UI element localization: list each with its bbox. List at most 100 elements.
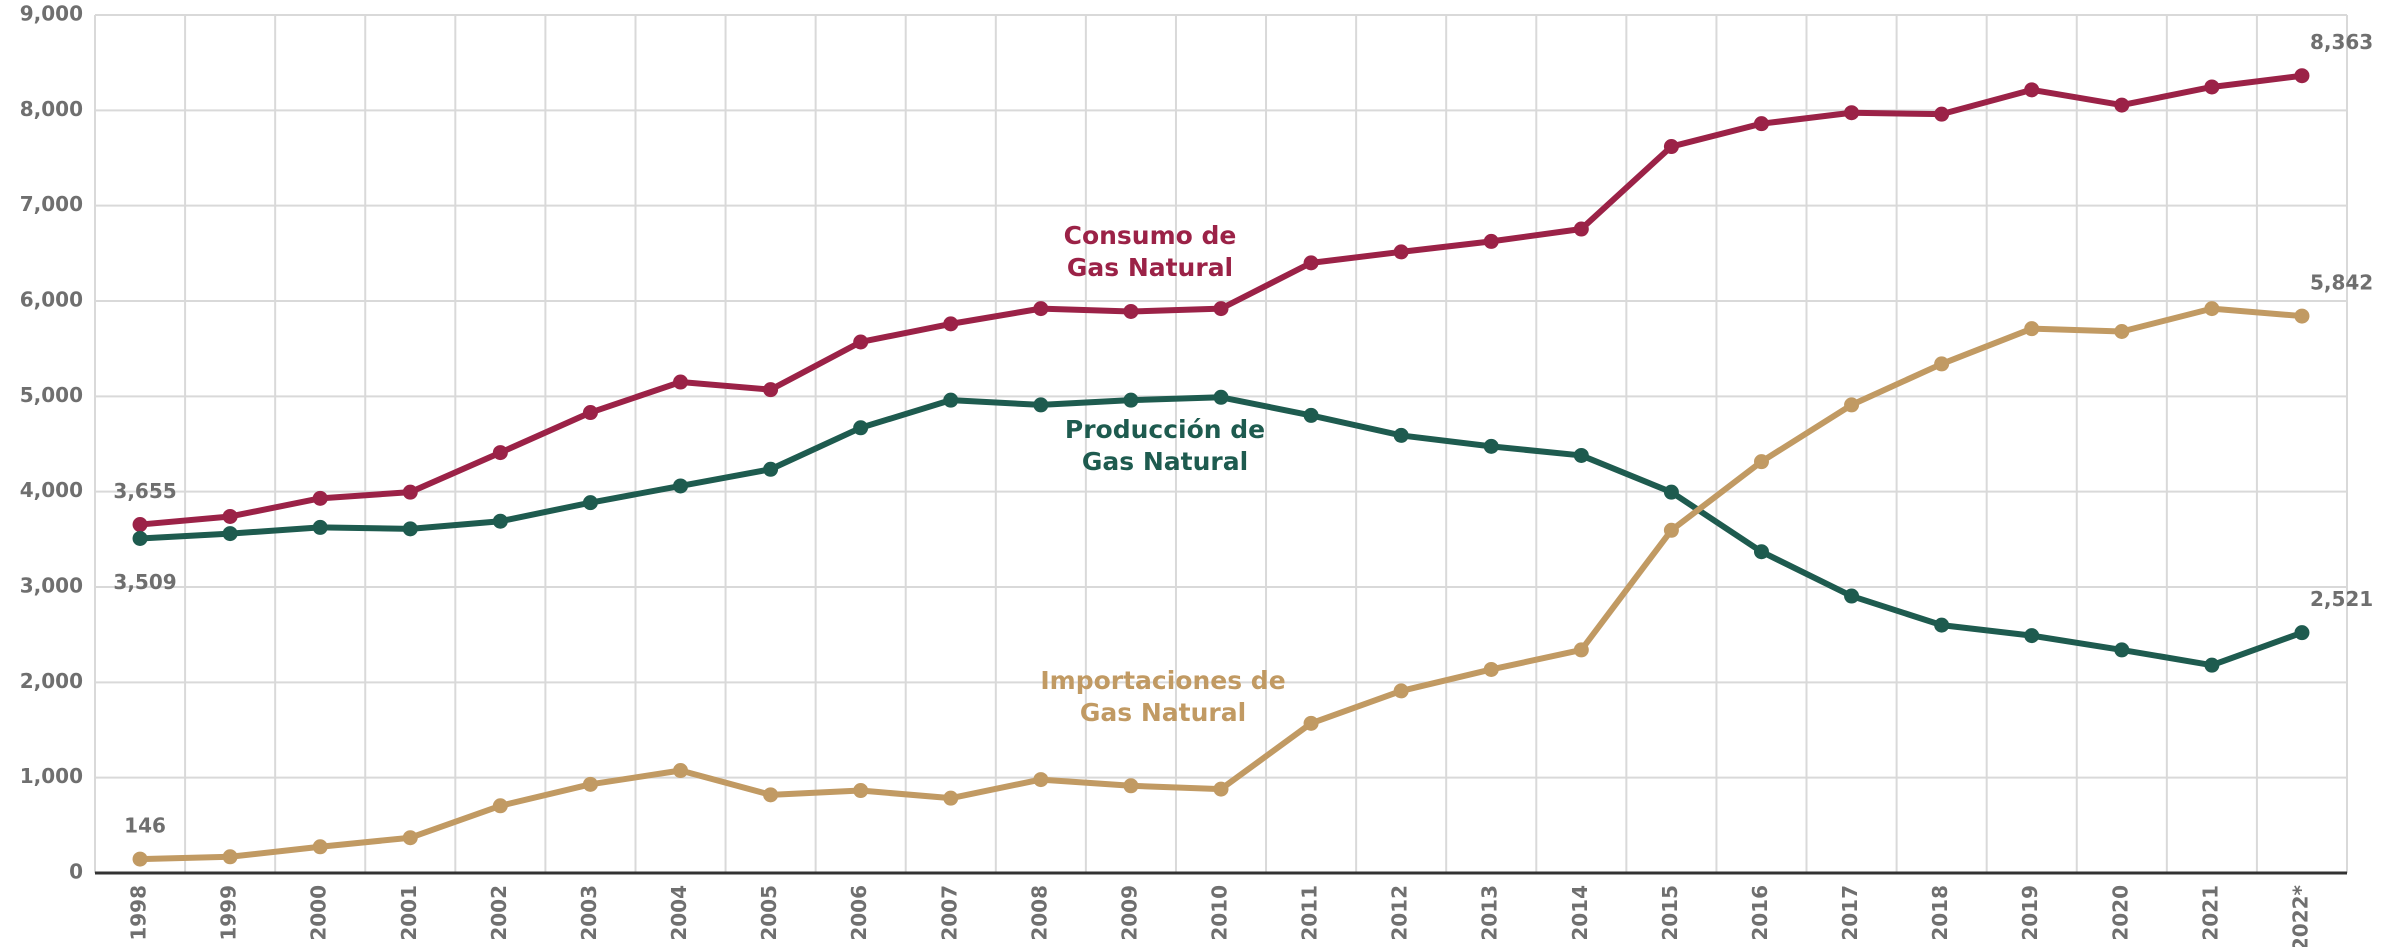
data-point: [853, 334, 868, 349]
data-point: [223, 509, 238, 524]
data-point: [763, 382, 778, 397]
y-tick-label: 6,000: [20, 288, 83, 312]
data-point: [1754, 454, 1769, 469]
y-tick-label: 9,000: [20, 2, 83, 26]
data-point: [2294, 68, 2309, 83]
data-point: [1394, 683, 1409, 698]
data-point: [1934, 618, 1949, 633]
data-point: [943, 316, 958, 331]
data-point: [403, 521, 418, 536]
data-point: [1033, 301, 1048, 316]
x-tick-label: 2002: [487, 885, 511, 941]
y-tick-label: 7,000: [20, 192, 83, 216]
y-tick-label: 2,000: [20, 669, 83, 693]
x-tick-label: 2007: [937, 885, 961, 941]
value-label: 3,509: [113, 570, 176, 594]
x-tick-label: 2015: [1658, 885, 1682, 941]
data-point: [2024, 321, 2039, 336]
value-label: 8,363: [2310, 30, 2373, 54]
data-point: [763, 787, 778, 802]
data-point: [1214, 782, 1229, 797]
data-point: [1033, 772, 1048, 787]
x-tick-label: 2014: [1568, 885, 1592, 941]
x-tick-label: 2016: [1748, 885, 1772, 941]
value-label: 5,842: [2310, 271, 2373, 295]
data-point: [493, 514, 508, 529]
data-point: [1664, 523, 1679, 538]
y-tick-label: 3,000: [20, 574, 83, 598]
data-point: [853, 420, 868, 435]
x-tick-label: 2018: [1928, 885, 1952, 941]
data-point: [943, 393, 958, 408]
data-point: [1754, 544, 1769, 559]
data-point: [583, 495, 598, 510]
data-point: [1574, 222, 1589, 237]
data-point: [943, 791, 958, 806]
data-point: [1214, 390, 1229, 405]
data-point: [1033, 397, 1048, 412]
series-label: Importaciones de Gas Natural: [1040, 665, 1285, 729]
data-point: [583, 777, 598, 792]
data-point: [1123, 304, 1138, 319]
data-point: [1214, 301, 1229, 316]
x-tick-label: 2009: [1117, 885, 1141, 941]
data-point: [2294, 309, 2309, 324]
data-point: [403, 485, 418, 500]
data-point: [1484, 662, 1499, 677]
data-point: [2114, 642, 2129, 657]
data-point: [673, 763, 688, 778]
data-point: [673, 478, 688, 493]
data-point: [1844, 589, 1859, 604]
x-tick-label: 2021: [2198, 885, 2222, 941]
data-point: [2204, 658, 2219, 673]
x-tick-label: 2017: [1838, 885, 1862, 941]
series-label: Consumo de Gas Natural: [1064, 220, 1237, 284]
data-point: [2294, 625, 2309, 640]
data-point: [673, 375, 688, 390]
x-tick-label: 2012: [1388, 885, 1412, 941]
data-point: [2114, 98, 2129, 113]
data-point: [1754, 116, 1769, 131]
data-point: [1484, 234, 1499, 249]
data-point: [223, 849, 238, 864]
data-point: [763, 462, 778, 477]
data-point: [313, 839, 328, 854]
x-tick-label: 2000: [307, 885, 331, 941]
y-tick-label: 1,000: [20, 764, 83, 788]
data-point: [313, 491, 328, 506]
x-tick-label: 1999: [217, 885, 241, 941]
y-tick-label: 0: [69, 860, 83, 884]
x-tick-label: 2010: [1208, 885, 1232, 941]
x-tick-label: 2013: [1478, 885, 1502, 941]
data-point: [1934, 107, 1949, 122]
value-label: 2,521: [2310, 587, 2373, 611]
data-point: [1394, 428, 1409, 443]
x-tick-label: 2005: [757, 885, 781, 941]
x-tick-label: 2006: [847, 885, 871, 941]
data-point: [223, 526, 238, 541]
data-point: [1664, 139, 1679, 154]
data-point: [1574, 642, 1589, 657]
y-tick-label: 8,000: [20, 97, 83, 121]
data-point: [1484, 439, 1499, 454]
x-tick-label: 2020: [2108, 885, 2132, 941]
data-point: [1844, 105, 1859, 120]
x-tick-label: 2011: [1298, 885, 1322, 941]
data-point: [1304, 255, 1319, 270]
value-label: 3,655: [113, 479, 176, 503]
chart-container: 01,0002,0003,0004,0005,0006,0007,0008,00…: [0, 0, 2385, 947]
value-label: 146: [124, 814, 166, 838]
data-point: [1934, 356, 1949, 371]
data-point: [1664, 485, 1679, 500]
data-point: [1123, 778, 1138, 793]
x-tick-label: 1998: [127, 885, 151, 941]
x-tick-label: 2003: [577, 885, 601, 941]
data-point: [493, 445, 508, 460]
data-point: [1304, 716, 1319, 731]
data-point: [1394, 244, 1409, 259]
x-tick-label: 2004: [667, 885, 691, 941]
data-point: [2024, 628, 2039, 643]
data-point: [2114, 324, 2129, 339]
x-tick-label: 2001: [397, 885, 421, 941]
y-tick-label: 4,000: [20, 478, 83, 502]
